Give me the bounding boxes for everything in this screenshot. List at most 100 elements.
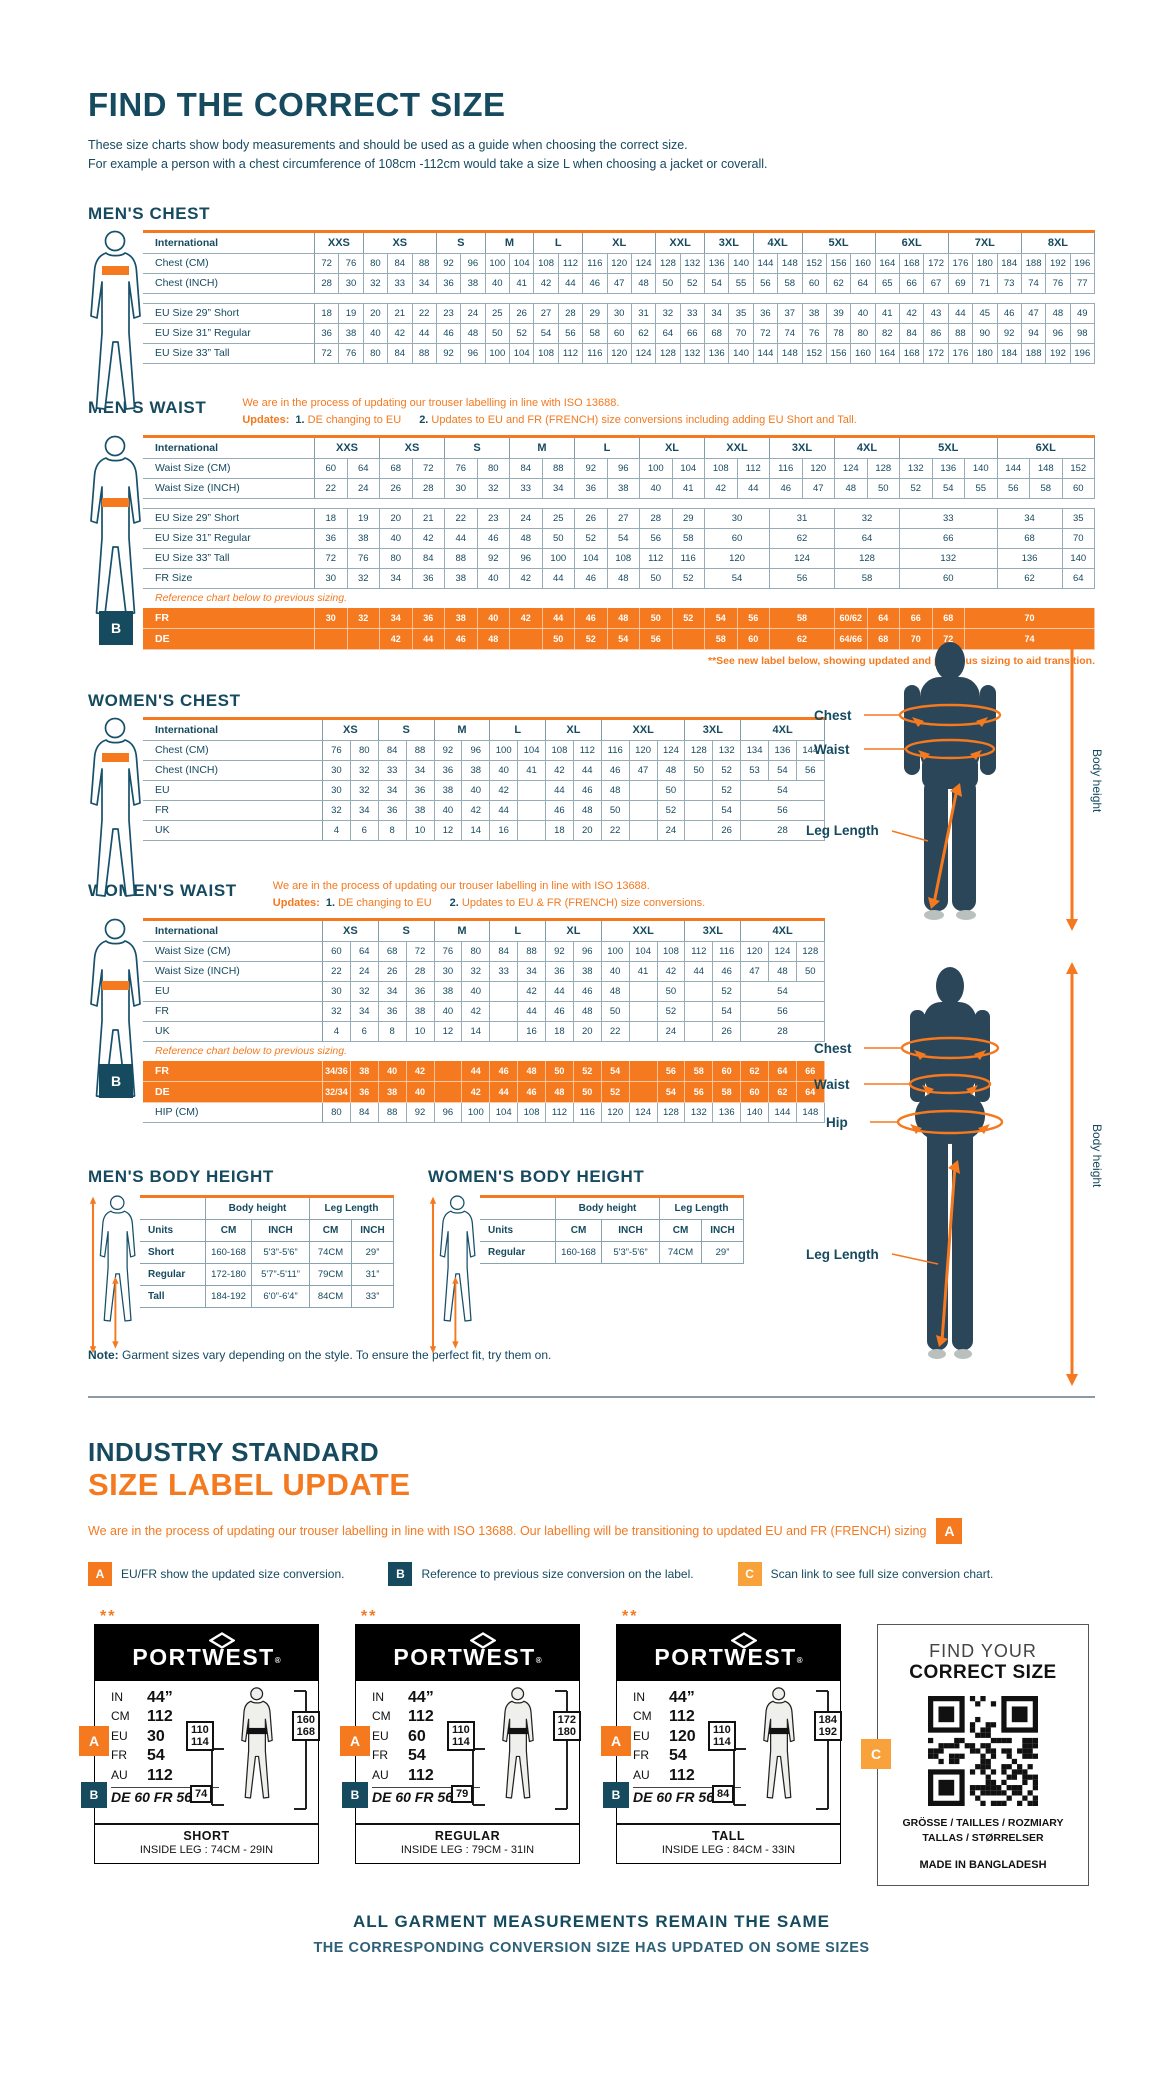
size-row: CM 112 <box>111 1707 314 1727</box>
size-key: EU <box>111 1728 128 1743</box>
size-cell: 52 <box>713 780 742 800</box>
size-value: 112 <box>408 1708 434 1726</box>
size-table: International XXS XS S M L XL XXL 3XL 4XL 5XL 6XL Wa… <box>99 434 1095 650</box>
table-row: UK 4 6 8 10 12 14 16 18 20 22 24 26 28 <box>143 820 825 841</box>
size-value: 54 <box>408 1747 426 1765</box>
size-cell: 108 <box>705 458 738 478</box>
reference-note: Reference chart below to previous sizing… <box>155 1045 348 1058</box>
size-cell: 46 <box>437 323 462 343</box>
size-cell: 56 <box>640 528 673 548</box>
size-key: AU <box>372 1767 389 1782</box>
size-cell <box>435 1081 463 1102</box>
womens-waist-note: We are in the process of updating our tr… <box>273 878 705 912</box>
size-cell: 40 <box>435 800 463 820</box>
womens-body-height-table: Body height Leg Length Units CM INCH CM INCH Re… <box>428 1194 744 1354</box>
size-cell: 8 <box>379 820 407 840</box>
size-cell: 30 <box>608 303 632 323</box>
size-cell: 40 <box>379 1060 407 1081</box>
size-cell: 50 <box>658 981 686 1001</box>
size-cell: 88 <box>413 343 437 363</box>
a-badge: A <box>88 1561 112 1586</box>
size-cell: 29 <box>583 303 608 323</box>
size-column-header: XL <box>546 920 602 941</box>
size-cell: 32 <box>348 568 380 588</box>
size-cell: 120 <box>602 1102 630 1122</box>
size-cell: 92 <box>546 941 574 961</box>
size-cell: 88 <box>413 253 437 273</box>
size-cell: 38 <box>407 1001 435 1021</box>
size-cell: 52 <box>510 323 535 343</box>
size-cell: 104 <box>490 1102 519 1122</box>
table-row: FR 32 34 36 38 40 42 44 46 48 50 52 54 56 <box>143 1001 825 1022</box>
size-cell: 128 <box>797 941 825 961</box>
size-cell: 140 <box>965 458 998 478</box>
size-cell: 29 <box>673 508 705 528</box>
size-cell: 42 <box>546 760 574 780</box>
size-cell: 46 <box>575 568 608 588</box>
size-cell: 28 <box>741 820 825 840</box>
size-cell: 54 <box>602 1060 630 1081</box>
size-column-header: 3XL <box>685 719 742 740</box>
size-cell: 30 <box>315 607 348 628</box>
size-cell: 68 <box>380 458 413 478</box>
row-label: UK <box>143 820 323 840</box>
size-cell: 62 <box>827 273 852 293</box>
height-measure-box: 160 168 <box>291 1710 320 1741</box>
fit-label: Regular <box>140 1263 206 1285</box>
size-cell <box>435 1060 463 1081</box>
size-table: International XS S M L XL XXL 3XL 4XL Chest (CM) 7… <box>143 716 825 841</box>
leg-measure-box: 84 <box>712 1784 735 1803</box>
size-value: 112 <box>147 1708 173 1726</box>
units-label: Units <box>140 1219 206 1241</box>
row-label: Waist Size (INCH) <box>143 478 315 498</box>
b-badge: B <box>388 1561 413 1586</box>
a-badge: A <box>601 1725 631 1756</box>
size-row: IN 44” <box>633 1688 836 1708</box>
label-brand-bar: PORTWEST® <box>95 1624 318 1681</box>
size-cell: 30 <box>435 961 463 981</box>
size-cell: 68 <box>998 528 1063 548</box>
size-cell: 10 <box>407 820 435 840</box>
size-cell: 56 <box>559 323 584 343</box>
badge-legend: A EU/FR show the updated size conversion.… <box>88 1561 1095 1586</box>
size-cell: 112 <box>559 343 584 363</box>
row-label: FR Size <box>143 568 315 588</box>
size-row: FR 54 <box>372 1746 575 1766</box>
size-cell: 92 <box>998 323 1022 343</box>
size-cell: 64 <box>769 1060 797 1081</box>
size-cell: 108 <box>534 253 559 273</box>
b-badge: B <box>99 1063 133 1098</box>
table-row: Regular 172-180 5'7”-5'11” 79CM 31” <box>140 1263 394 1286</box>
label-body: IN 44” CM 112 EU 30 FR 54 AU 112 DE 60 FR 56 110 114… <box>95 1681 320 1823</box>
size-cell <box>630 780 658 800</box>
size-cell: 56 <box>658 1060 686 1081</box>
row-label: EU Size 29” Short <box>143 508 315 528</box>
size-cell: 38 <box>339 323 364 343</box>
size-cell: 184 <box>998 343 1022 363</box>
size-column-header: 4XL <box>754 232 803 253</box>
size-cell <box>518 800 546 820</box>
size-column-header: XS <box>380 437 445 458</box>
size-cell: 116 <box>574 1102 602 1122</box>
size-cell: 6 <box>351 820 379 840</box>
size-cell: 36 <box>315 323 340 343</box>
table-row: EU Size 33” Tall 72 76 80 84 88 92 96 100 104 108 1… <box>143 548 1095 569</box>
size-cell: 41 <box>673 478 705 498</box>
size-cell: 92 <box>437 343 462 363</box>
inside-leg-text: INSIDE LEG : 84CM - 33IN <box>661 1843 796 1856</box>
size-cell: 32 <box>351 981 379 1001</box>
table-row: Regular 160-168 5'3”-5'6” 74CM 29” <box>480 1241 744 1264</box>
size-cell: 196 <box>1071 253 1095 273</box>
size-cell: 32 <box>656 303 681 323</box>
size-cell: 40 <box>478 607 510 628</box>
size-cell: 80 <box>323 1102 351 1122</box>
size-column-header: 5XL <box>803 232 876 253</box>
size-cell: 116 <box>673 548 705 568</box>
row-label: Chest (CM) <box>143 253 315 273</box>
size-cell: 44 <box>462 1060 491 1081</box>
height-measure-box: 184 192 <box>813 1710 842 1741</box>
size-cell: 80 <box>380 548 413 568</box>
size-cell: 144 <box>797 740 825 760</box>
label-body: IN 44” CM 112 EU 120 FR 54 AU 112 DE 60 FR 56 110 11… <box>617 1681 842 1823</box>
size-cell: 100 <box>490 740 519 760</box>
